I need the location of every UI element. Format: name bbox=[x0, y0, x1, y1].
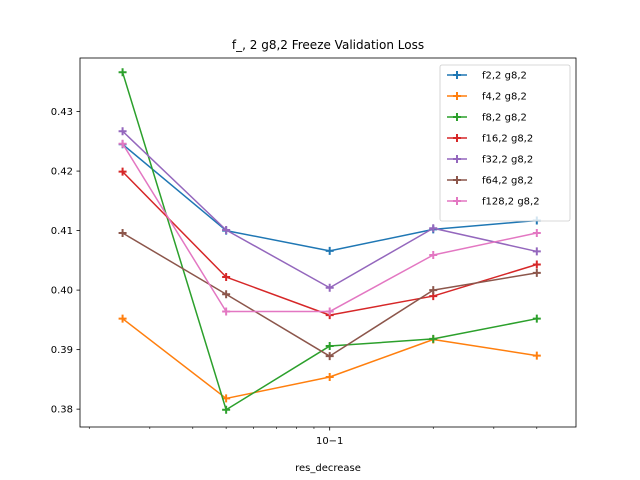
data-point bbox=[325, 283, 334, 292]
data-point bbox=[532, 247, 541, 256]
data-point bbox=[118, 167, 127, 176]
y-tick-label: 0.43 bbox=[51, 107, 73, 118]
legend-box bbox=[439, 64, 571, 222]
legend-label: f4,2 g8,2 bbox=[482, 92, 527, 103]
y-tick-label: 0.39 bbox=[51, 345, 73, 356]
y-tick-label: 0.38 bbox=[51, 405, 73, 416]
legend-marker bbox=[453, 134, 461, 142]
legend-marker bbox=[453, 113, 461, 121]
data-point bbox=[532, 260, 541, 269]
data-point bbox=[429, 286, 438, 295]
legend-marker bbox=[453, 176, 461, 184]
chart-title: f_, 2 g8,2 Freeze Validation Loss bbox=[232, 38, 424, 52]
legend-label: f64,2 g8,2 bbox=[482, 176, 533, 187]
legend-marker bbox=[453, 71, 461, 79]
data-point bbox=[325, 246, 334, 255]
data-point bbox=[325, 352, 334, 361]
plot-frame bbox=[79, 57, 577, 428]
data-point bbox=[222, 307, 231, 316]
legend-label: f16,2 g8,2 bbox=[482, 134, 533, 145]
data-point bbox=[532, 268, 541, 277]
series-5 bbox=[118, 228, 541, 361]
series-4 bbox=[118, 127, 541, 292]
data-point bbox=[429, 224, 438, 233]
legend-marker bbox=[453, 197, 461, 205]
data-point bbox=[222, 273, 231, 282]
legend-label: f8,2 g8,2 bbox=[482, 113, 527, 124]
series-lines bbox=[118, 68, 541, 414]
data-point bbox=[532, 228, 541, 237]
series-2 bbox=[118, 68, 541, 414]
data-point bbox=[222, 405, 231, 414]
data-point bbox=[532, 314, 541, 323]
legend-item: f32,2 g8,2 bbox=[447, 155, 533, 166]
legend-item: f2,2 g8,2 bbox=[447, 71, 527, 82]
data-point bbox=[222, 226, 231, 235]
y-tick-label: 0.41 bbox=[51, 226, 73, 237]
legend-item: f64,2 g8,2 bbox=[447, 176, 533, 187]
legend-item: f16,2 g8,2 bbox=[447, 134, 533, 145]
legend-item: f8,2 g8,2 bbox=[447, 113, 527, 124]
data-point bbox=[532, 351, 541, 360]
legend-marker bbox=[453, 92, 461, 100]
data-point bbox=[118, 228, 127, 237]
legend-marker bbox=[453, 155, 461, 163]
data-point bbox=[325, 307, 334, 316]
data-point bbox=[118, 139, 127, 148]
data-point bbox=[325, 342, 334, 351]
legend-label: f2,2 g8,2 bbox=[482, 71, 527, 82]
data-point bbox=[222, 394, 231, 403]
y-tick-label: 0.42 bbox=[51, 167, 73, 178]
series-1 bbox=[118, 314, 541, 403]
legend-label: f128,2 g8,2 bbox=[482, 197, 540, 208]
data-point bbox=[429, 334, 438, 343]
legend: f2,2 g8,2 f4,2 g8,2 f8,2 g8,2 f16,2 g8,2 f32… bbox=[439, 64, 571, 222]
legend-item: f128,2 g8,2 bbox=[447, 197, 540, 208]
x-tick-label: 10−1 bbox=[316, 436, 343, 447]
series-6 bbox=[118, 139, 541, 316]
data-point bbox=[222, 290, 231, 299]
data-point bbox=[118, 314, 127, 323]
legend-item: f4,2 g8,2 bbox=[447, 92, 527, 103]
data-point bbox=[429, 250, 438, 259]
legend-label: f32,2 g8,2 bbox=[482, 155, 533, 166]
data-point bbox=[118, 68, 127, 77]
x-axis-label: res_decrease bbox=[295, 463, 361, 474]
y-tick-label: 0.40 bbox=[51, 286, 73, 297]
data-point bbox=[325, 373, 334, 382]
data-point bbox=[118, 127, 127, 136]
